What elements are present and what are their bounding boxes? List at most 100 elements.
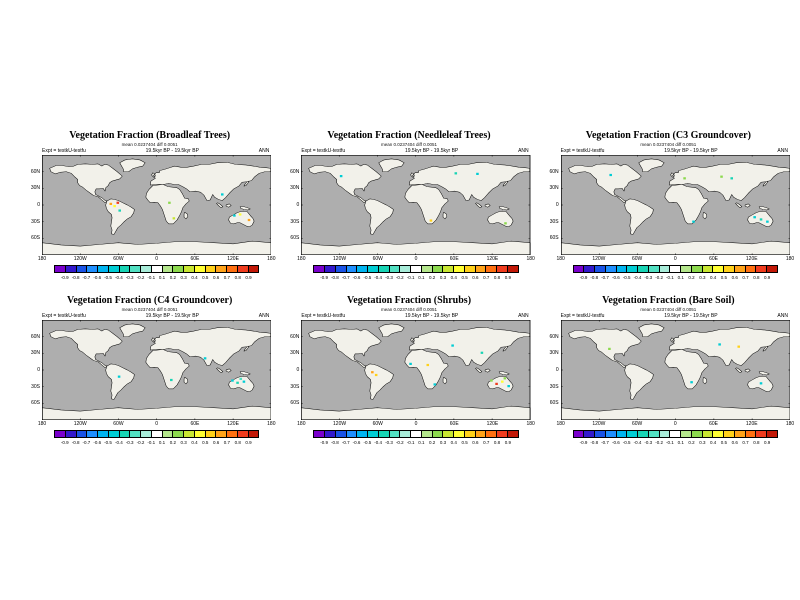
colorbar-segment: [464, 266, 476, 272]
colorbar-segment: [162, 431, 174, 437]
latitude-axis: 60N 30N 0 30S 60S: [547, 155, 560, 255]
colorbar-tick-label: 0.6: [472, 440, 479, 445]
lon-tick-label: 60E: [190, 256, 200, 262]
colorbar-segment: [507, 266, 518, 272]
lon-tick-label: 60W: [113, 421, 124, 427]
lat-tick-label: 60N: [30, 333, 40, 340]
colorbar-segment: [702, 266, 714, 272]
colorbar-tick-label: 0.2: [169, 440, 176, 445]
colorbar-segment: [584, 431, 596, 437]
panel-title: Vegetation Fraction (C3 Groundcover): [585, 130, 751, 141]
colorbar-tick-label: 0.1: [418, 275, 425, 280]
colorbar-tick-label: 0.3: [180, 275, 187, 280]
colorbar-tick-label: 0.7: [483, 440, 490, 445]
colorbar-segment: [454, 431, 465, 437]
anomaly-cell: [116, 201, 120, 204]
colorbar-tick-label: 0.3: [699, 440, 706, 445]
colorbar-tick-label: -0.1: [147, 440, 156, 445]
lat-tick-label: 60N: [290, 333, 300, 340]
anomaly-layer: [607, 343, 762, 385]
anomaly-layer: [609, 173, 769, 223]
anomaly-cell: [168, 201, 171, 204]
colorbar-segment: [486, 266, 498, 272]
period-label: 19.5kyr BP - 19.5kyr BP: [664, 148, 718, 154]
panel-title: Vegetation Fraction (Shrubs): [346, 295, 472, 306]
anomaly-cell: [689, 381, 693, 384]
anomaly-cell: [719, 175, 723, 178]
colorbar-segment: [378, 266, 390, 272]
anomaly-cell: [247, 218, 251, 222]
colorbar: [54, 430, 260, 438]
panel-title: Vegetation Fraction (Bare Soil): [602, 295, 735, 306]
experiment-label: Expt = testkU-testfu: [560, 313, 605, 319]
anomaly-cell: [238, 213, 242, 216]
colorbar-segment: [432, 266, 444, 272]
lat-tick-label: 30S: [31, 218, 40, 225]
anomaly-cell: [375, 373, 378, 377]
panel-subheader: Expt = testkU-testfu 19.5kyr BP - 19.5ky…: [287, 313, 530, 319]
anomaly-cell: [454, 172, 458, 175]
colorbar-segment: [756, 431, 768, 437]
colorbar-segment: [130, 431, 141, 437]
colorbar-segment: [368, 266, 379, 272]
lon-tick-label: 180: [37, 421, 47, 427]
colorbar-segment: [108, 431, 120, 437]
colorbar-segment: [659, 431, 671, 437]
anomaly-layer: [340, 172, 508, 225]
colorbar-tick-label: 0.6: [731, 440, 738, 445]
world-map: [560, 155, 790, 255]
panel-subheader: Expt = testkU-testfu 19.5kyr BP - 19.5ky…: [547, 148, 790, 154]
colorbar-tick-label: 0.8: [234, 440, 241, 445]
lon-tick-label: 60E: [709, 421, 718, 427]
lon-tick-label: 60E: [449, 421, 459, 427]
colorbar-segment: [119, 431, 131, 437]
colorbar-tick-label: -0.4: [633, 275, 642, 280]
lat-tick-label: 30N: [549, 185, 559, 192]
longitude-axis: 180 120W 60W 0 60E 120E 180: [556, 255, 794, 262]
colorbar-tick-label: 0.1: [677, 440, 684, 445]
colorbar-segment: [475, 431, 487, 437]
lon-tick-label: 120E: [745, 421, 758, 427]
lon-tick-label: 120E: [486, 256, 499, 262]
lon-tick-label: 0: [414, 256, 418, 262]
colorbar-segment: [724, 266, 735, 272]
season-label: ANN: [518, 148, 529, 154]
lon-tick-label: 120W: [73, 421, 87, 427]
colorbar-segment: [605, 431, 617, 437]
lon-tick-label: 180: [297, 421, 306, 427]
colorbar-segment: [670, 431, 682, 437]
colorbar-segment: [184, 266, 195, 272]
lat-tick-label: 60S: [290, 400, 300, 407]
anomaly-cell: [433, 383, 437, 386]
colorbar-tick-label: -0.1: [406, 275, 415, 280]
lon-tick-label: 180: [785, 421, 795, 427]
period-label: 19.5kyr BP - 19.5kyr BP: [404, 313, 459, 319]
colorbar-tick-label: -0.6: [352, 440, 361, 445]
colorbar-segment: [314, 431, 326, 437]
colorbar-tick-label: -0.7: [601, 275, 609, 280]
colorbar-segment: [87, 266, 98, 272]
anomaly-cell: [117, 375, 121, 378]
map-ticks: [560, 155, 790, 255]
colorbar-tick-label: 0.3: [699, 275, 706, 280]
colorbar-tick-label: -0.2: [395, 440, 404, 445]
lon-tick-label: 180: [785, 256, 795, 262]
colorbar-tick-label: -0.8: [71, 440, 80, 445]
anomaly-cell: [765, 220, 769, 223]
map-continents: [301, 158, 531, 255]
lon-tick-label: 180: [556, 256, 565, 262]
colorbar-segment: [702, 431, 714, 437]
map-border: [560, 320, 790, 420]
anomaly-cell: [113, 205, 116, 208]
anomaly-cell: [691, 220, 695, 223]
map-border: [301, 155, 531, 255]
colorbar-segment: [756, 266, 768, 272]
lon-tick-label: 120E: [227, 421, 239, 427]
lon-tick-label: 60W: [631, 256, 643, 262]
colorbar-tick-label: 0.7: [742, 440, 749, 445]
colorbar-segment: [314, 266, 326, 272]
colorbar-segment: [237, 431, 249, 437]
map-continents: [42, 158, 272, 255]
lat-tick-label: 60S: [549, 235, 559, 242]
colorbar-tick-label: 0.1: [158, 275, 166, 280]
